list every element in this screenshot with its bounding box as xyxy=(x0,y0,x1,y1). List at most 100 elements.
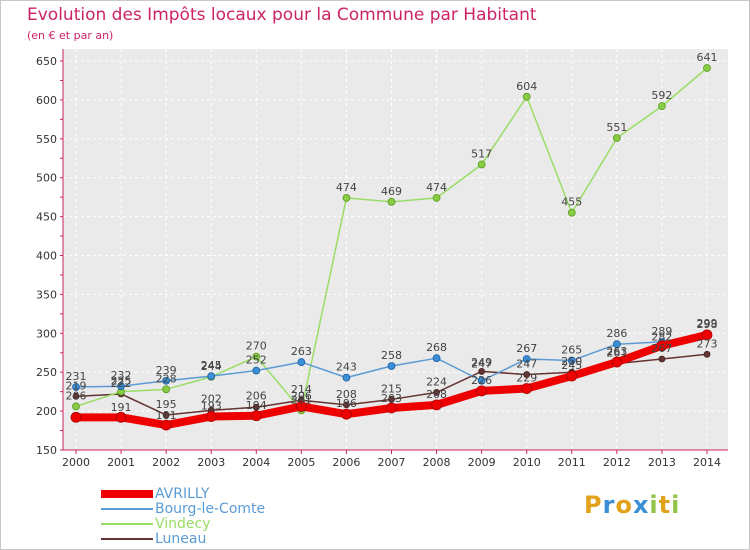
data-point xyxy=(295,401,307,412)
data-label: 181 xyxy=(156,409,177,422)
data-label: 195 xyxy=(156,398,177,411)
x-tick-label: 2008 xyxy=(423,456,451,469)
data-label: 298 xyxy=(697,318,718,331)
data-point xyxy=(388,396,395,403)
data-label: 191 xyxy=(111,401,132,414)
data-label: 282 xyxy=(651,330,672,343)
data-label: 193 xyxy=(201,400,222,413)
data-label: 194 xyxy=(246,399,267,412)
data-label: 245 xyxy=(201,359,222,372)
data-label: 215 xyxy=(381,382,402,395)
data-point xyxy=(117,382,125,391)
data-label: 224 xyxy=(426,375,447,388)
data-label: 469 xyxy=(381,185,402,198)
data-point xyxy=(433,389,440,396)
y-tick-label: 550 xyxy=(36,133,57,146)
data-label: 206 xyxy=(246,389,267,402)
legend-swatch xyxy=(101,523,153,525)
data-label: 196 xyxy=(336,397,357,410)
data-point xyxy=(612,340,621,349)
data-point xyxy=(658,355,666,363)
legend-swatch xyxy=(101,490,153,498)
data-label: 247 xyxy=(471,358,492,371)
data-point xyxy=(387,362,396,370)
data-point xyxy=(703,350,711,358)
x-tick-label: 2000 xyxy=(62,456,90,469)
x-tick-label: 2006 xyxy=(332,456,360,469)
data-point xyxy=(432,354,441,363)
data-point xyxy=(343,401,350,409)
data-label: 206 xyxy=(291,389,312,402)
data-label: 273 xyxy=(697,337,718,350)
legend-swatch xyxy=(101,508,153,510)
data-point xyxy=(162,385,171,394)
data-point xyxy=(252,366,261,375)
data-label: 517 xyxy=(471,147,492,160)
data-point xyxy=(342,373,351,382)
data-label: 201 xyxy=(291,393,312,406)
data-label: 244 xyxy=(201,360,222,373)
x-tick-label: 2007 xyxy=(378,456,406,469)
data-point xyxy=(521,383,533,394)
x-tick-label: 2009 xyxy=(468,456,496,469)
data-point xyxy=(342,194,351,202)
data-point xyxy=(72,402,80,411)
legend-label: Vindecy xyxy=(155,516,211,532)
data-point xyxy=(477,160,486,169)
data-label: 551 xyxy=(606,121,627,134)
data-label: 641 xyxy=(697,51,718,64)
data-point xyxy=(522,355,531,363)
data-label: 261 xyxy=(606,347,627,360)
data-label: 263 xyxy=(291,345,312,358)
data-point xyxy=(162,411,170,419)
data-point xyxy=(70,411,82,423)
data-point xyxy=(658,102,666,111)
x-tick-label: 2004 xyxy=(242,456,270,469)
data-label: 474 xyxy=(426,181,447,194)
data-point xyxy=(387,197,396,206)
data-label: 208 xyxy=(336,388,357,401)
data-point xyxy=(567,356,576,365)
data-point xyxy=(207,372,216,380)
y-tick-label: 450 xyxy=(36,211,57,224)
logo-letter: i xyxy=(671,491,681,519)
data-label: 299 xyxy=(697,317,718,330)
data-point xyxy=(523,371,531,378)
data-label: 289 xyxy=(651,325,672,338)
data-point xyxy=(612,134,621,142)
data-label: 226 xyxy=(471,374,492,387)
x-tick-label: 2003 xyxy=(197,456,225,469)
y-tick-label: 600 xyxy=(36,94,57,107)
y-tick-label: 150 xyxy=(36,444,57,457)
y-tick-label: 350 xyxy=(36,288,57,301)
data-label: 243 xyxy=(336,361,357,374)
legend-label: AVRILLY xyxy=(155,486,210,502)
y-tick-label: 500 xyxy=(36,172,57,185)
data-point xyxy=(567,208,576,217)
data-point xyxy=(250,410,262,422)
data-label: 214 xyxy=(291,383,312,396)
logo-letter: t xyxy=(658,491,672,519)
legend-label: Bourg-le-Comte xyxy=(155,501,266,517)
y-tick-label: 300 xyxy=(36,327,57,340)
data-label: 267 xyxy=(516,342,537,355)
data-label: 232 xyxy=(111,369,132,382)
data-label: 245 xyxy=(561,359,582,372)
data-point xyxy=(297,358,306,366)
x-tick-label: 2012 xyxy=(603,456,631,469)
chart-title: Evolution des Impôts locaux pour la Comm… xyxy=(27,5,537,25)
data-label: 222 xyxy=(111,377,132,390)
data-label: 270 xyxy=(246,340,267,353)
data-point xyxy=(478,368,486,375)
data-point xyxy=(386,402,397,414)
data-point xyxy=(432,194,441,202)
data-label: 247 xyxy=(516,358,537,371)
data-label: 203 xyxy=(381,392,402,405)
logo-letter: x xyxy=(632,491,650,519)
legend-swatch xyxy=(101,538,153,540)
proxiti-logo: Proxiti xyxy=(584,491,680,519)
data-point xyxy=(162,376,171,385)
data-label: 229 xyxy=(516,372,537,385)
